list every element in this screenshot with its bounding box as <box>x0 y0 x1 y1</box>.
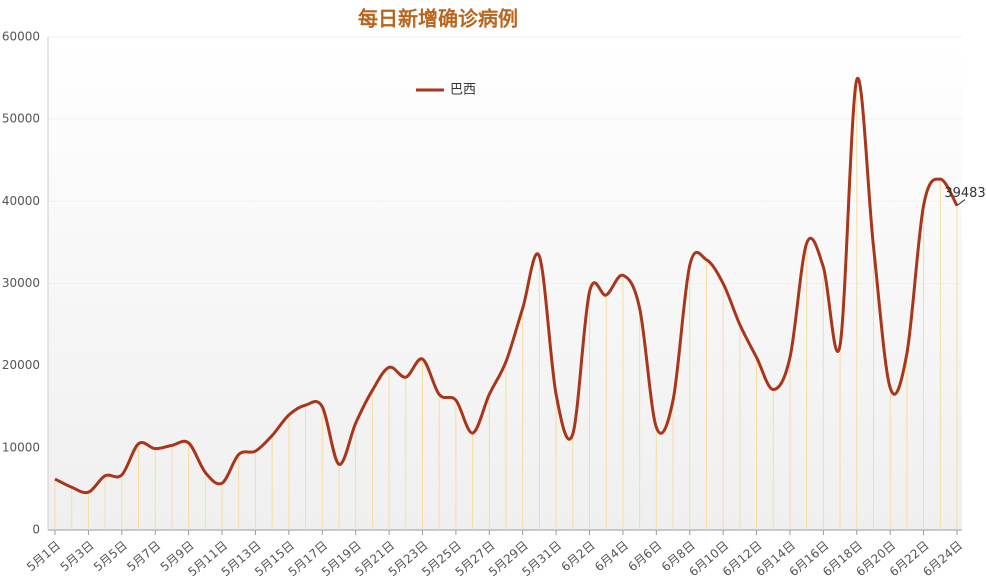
y-tick-label: 60000 <box>2 30 40 44</box>
y-tick-label: 10000 <box>2 440 40 454</box>
y-tick-label: 30000 <box>2 276 40 290</box>
x-tick-label: 5月1日 <box>24 538 63 574</box>
y-tick-label: 0 <box>32 523 40 537</box>
x-tick-label: 5月3日 <box>57 538 96 574</box>
x-tick-label: 5月7日 <box>124 538 163 574</box>
x-tick-label: 6月6日 <box>625 538 664 574</box>
label-leader <box>956 199 966 206</box>
y-tick-label: 50000 <box>2 112 40 126</box>
x-tick-label: 6月2日 <box>559 538 598 574</box>
legend-label: 巴西 <box>450 83 476 98</box>
y-tick-label: 20000 <box>2 358 40 372</box>
series-line <box>54 76 959 495</box>
chart-title: 每日新增确诊病例 <box>358 7 518 31</box>
value-label: 39483 <box>944 186 985 201</box>
y-tick-label: 40000 <box>2 194 40 208</box>
x-tick-label: 6月4日 <box>592 538 631 574</box>
x-tick-label: 5月5日 <box>91 538 130 574</box>
